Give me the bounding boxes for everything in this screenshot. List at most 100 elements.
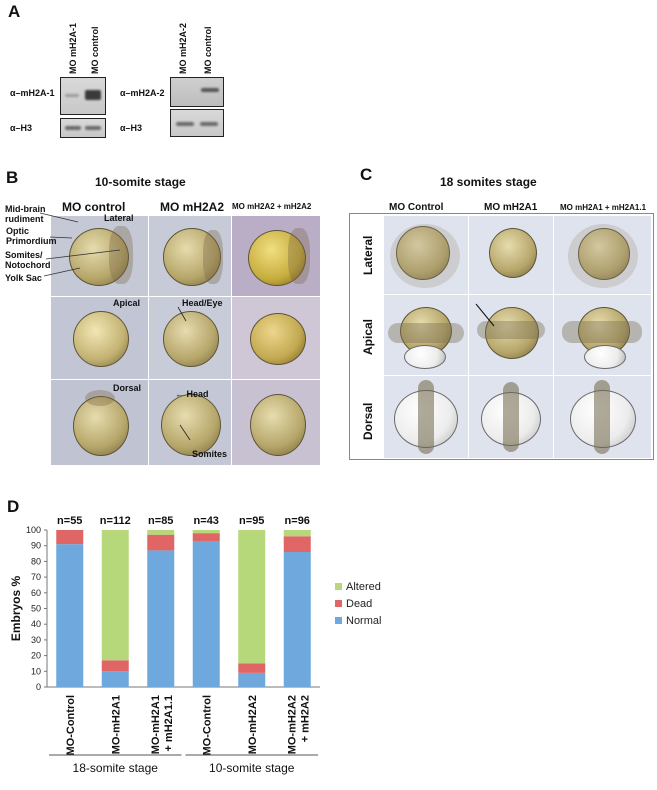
- panel-c-label: C: [360, 165, 373, 184]
- bar-segment-dead: [147, 534, 175, 551]
- c-cell-r1c2: [468, 215, 554, 295]
- blot2-row1-label: α–mH2A-2: [120, 88, 165, 98]
- panel-b-col1: MO control: [62, 200, 126, 214]
- x-tick-label: MO-mH2A2: [247, 695, 259, 754]
- b-cell-r2c3: [231, 296, 321, 380]
- n-label: n=55: [57, 515, 82, 527]
- bar-segment-normal: [283, 551, 311, 687]
- stacked-bar-chart: 0 10 20 30 40 50 60 70 80 90 100 Embryos % n=55 MO-Co…: [9, 515, 381, 775]
- c-row-apical: Apical: [361, 318, 375, 355]
- b-ann-midbrain: Mid-brain rudiment: [5, 204, 46, 224]
- b-view-lateral: Lateral: [104, 213, 134, 223]
- c-row-lateral: Lateral: [361, 235, 375, 275]
- b-ann-head-text: Head: [186, 389, 209, 399]
- group-label: 18-somite stage: [73, 761, 159, 775]
- y-tick-label: 100: [26, 525, 41, 535]
- bar-segment-normal: [56, 544, 84, 687]
- b-view-apical: Apical: [113, 298, 141, 308]
- legend-label-dead: Dead: [346, 598, 372, 610]
- y-tick-label: 40: [31, 619, 41, 629]
- panel-b-label: B: [6, 168, 19, 187]
- blot1-bottom: [60, 118, 106, 138]
- n-label: n=96: [285, 515, 310, 527]
- x-tick-label: MO-Control: [201, 695, 213, 755]
- bar-segment-normal: [147, 550, 175, 687]
- blot2-row2-label: α–H3: [120, 123, 143, 133]
- c-arrow: [475, 303, 495, 327]
- n-label: n=95: [239, 515, 264, 527]
- b-ann-somites2: Somites: [192, 449, 228, 459]
- bar-segment-normal: [238, 672, 266, 687]
- b-cell-r2c1: [50, 296, 149, 380]
- bar-segment-dead: [56, 530, 84, 545]
- c-cell-r3c3: [553, 375, 652, 459]
- b-ann-optic: Optic Primordium: [6, 226, 57, 246]
- y-tick-label: 60: [31, 588, 41, 598]
- b-ann-yolk: Yolk Sac: [5, 273, 42, 283]
- bar-segment-altered: [283, 530, 311, 537]
- blot1-row2-label: α–H3: [10, 123, 33, 133]
- b-cell-r1c3: [231, 215, 321, 297]
- bar-segment-dead: [283, 536, 311, 552]
- legend-swatch-altered: [335, 583, 342, 590]
- bar-segment-dead: [101, 660, 129, 672]
- y-tick-label: 0: [36, 682, 41, 692]
- y-tick-label: 70: [31, 572, 41, 582]
- group-label: 10-somite stage: [209, 761, 295, 775]
- y-tick-label: 20: [31, 651, 41, 661]
- b-cell-r3c1: [50, 379, 149, 466]
- x-tick-label: MO-mH2A1+ mH2A1.1: [150, 695, 175, 754]
- b-ann-somites: Somites/ Notochord: [5, 250, 51, 270]
- y-axis-label: Embryos %: [9, 575, 23, 641]
- c-row-dorsal: Dorsal: [361, 402, 375, 440]
- panel-b-col2: MO mH2A2: [160, 200, 225, 214]
- c-cell-r1c1: [383, 215, 469, 295]
- blot1-row1-label: α–mH2A-1: [10, 88, 55, 98]
- b-view-dorsal: Dorsal: [113, 383, 142, 393]
- legend-swatch-normal: [335, 617, 342, 624]
- blot2-top: [170, 77, 224, 107]
- panel-c-col2: MO mH2A1: [484, 202, 538, 213]
- b-leader-lines: [39, 212, 191, 441]
- bar-segment-altered: [192, 530, 220, 534]
- b-cell-r3c3: [231, 379, 321, 466]
- bar-segment-normal: [101, 671, 129, 687]
- legend-label-altered: Altered: [346, 581, 381, 593]
- bar-segment-normal: [192, 540, 220, 687]
- bar-segment-dead: [192, 533, 220, 541]
- b-cell-r1c1: [50, 215, 149, 297]
- b-cell-r2c2: [148, 296, 232, 380]
- legend-swatch-dead: [335, 600, 342, 607]
- blot1-top: [60, 77, 106, 115]
- b-cell-r3c2: [148, 379, 232, 466]
- blot2-bottom: [170, 109, 224, 137]
- x-tick-label: MO-mH2A1: [110, 695, 122, 754]
- c-cell-r3c2: [468, 375, 554, 459]
- c-cell-r3c1: [383, 375, 469, 459]
- n-label: n=112: [100, 515, 131, 527]
- y-tick-label: 10: [31, 666, 41, 676]
- y-tick-label: 50: [31, 604, 41, 614]
- b-ann-head: ← Head: [175, 389, 209, 399]
- panel-c-title: 18 somites stage: [440, 175, 537, 189]
- c-cell-r2c1: [383, 294, 469, 376]
- x-tick-label: MO-Control: [65, 695, 77, 755]
- bar-segment-altered: [238, 530, 266, 664]
- panel-c-col3: MO mH2A1 + mH2A1.1: [560, 203, 647, 212]
- b-ann-headeye: Head/Eye: [182, 298, 223, 308]
- y-tick-label: 80: [31, 556, 41, 566]
- panel-b-title: 10-somite stage: [95, 175, 186, 189]
- n-label: n=43: [194, 515, 219, 527]
- legend-label-normal: Normal: [346, 615, 381, 627]
- x-tick-label: MO-mH2A2+ mH2A2: [286, 695, 311, 754]
- c-cell-r2c3: [553, 294, 652, 376]
- c-cell-r2c2: [468, 294, 554, 376]
- panel-d-label: D: [7, 497, 20, 516]
- n-label: n=85: [148, 515, 173, 527]
- b-cell-r1c2: [148, 215, 232, 297]
- bar-segment-dead: [238, 663, 266, 673]
- c-cell-r1c3: [553, 215, 652, 295]
- panel-c-col1: MO Control: [389, 202, 444, 213]
- bar-segment-altered: [101, 530, 129, 661]
- panel-a-label: A: [8, 2, 21, 21]
